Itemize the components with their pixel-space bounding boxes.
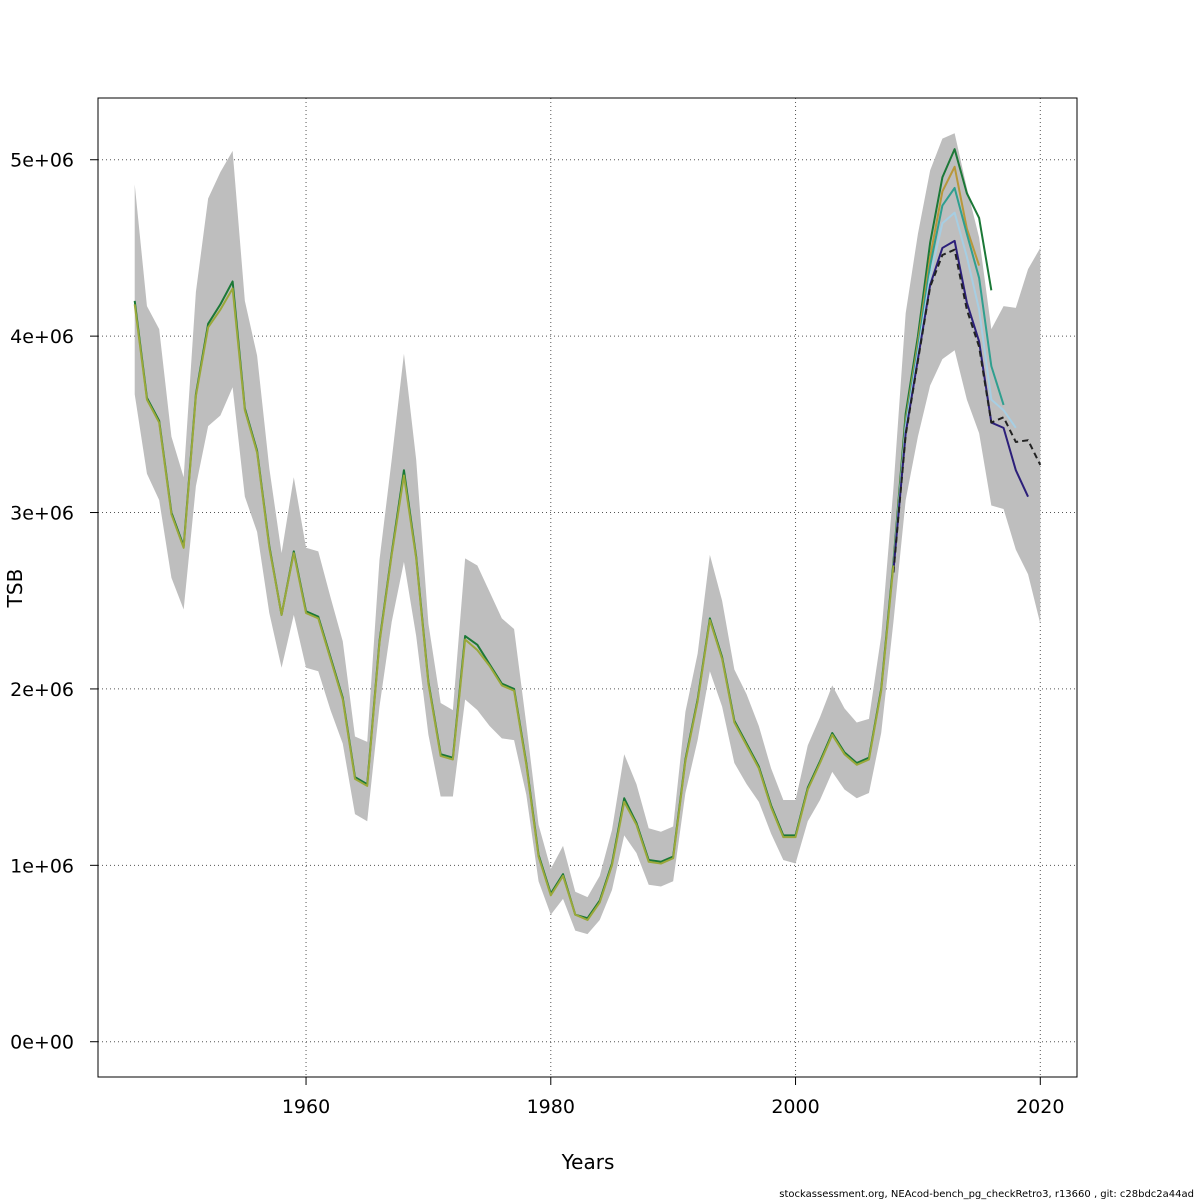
series-line-7 <box>133 287 895 922</box>
series-lines <box>133 148 1042 922</box>
footer-text: stockassessment.org, NEAcod-bench_pg_che… <box>779 1189 1194 1200</box>
y-tick-label: 3e+06 <box>10 503 74 525</box>
x-tick-label: 1960 <box>282 1096 330 1118</box>
x-tick-label: 2000 <box>771 1096 819 1118</box>
x-tick-label: 1980 <box>527 1096 575 1118</box>
plot-area-border <box>97 97 1078 1078</box>
confidence-band <box>134 133 1041 935</box>
y-tick-label: 5e+06 <box>10 150 74 172</box>
y-tick-label: 2e+06 <box>10 679 74 701</box>
y-axis: 0e+00 1e+06 2e+06 3e+06 4e+06 5e+06 <box>10 150 98 1054</box>
series-line-6 <box>892 248 1042 573</box>
y-tick-label: 0e+00 <box>10 1032 74 1054</box>
confidence-band-area <box>134 133 1041 935</box>
y-tick-label: 1e+06 <box>10 855 74 877</box>
x-axis-title: Years <box>561 1150 615 1174</box>
x-tick-label: 2020 <box>1016 1096 1064 1118</box>
y-tick-label: 4e+06 <box>10 326 74 348</box>
y-axis-title: TSB <box>3 569 27 609</box>
x-axis: 1960 1980 2000 2020 <box>282 1077 1064 1118</box>
